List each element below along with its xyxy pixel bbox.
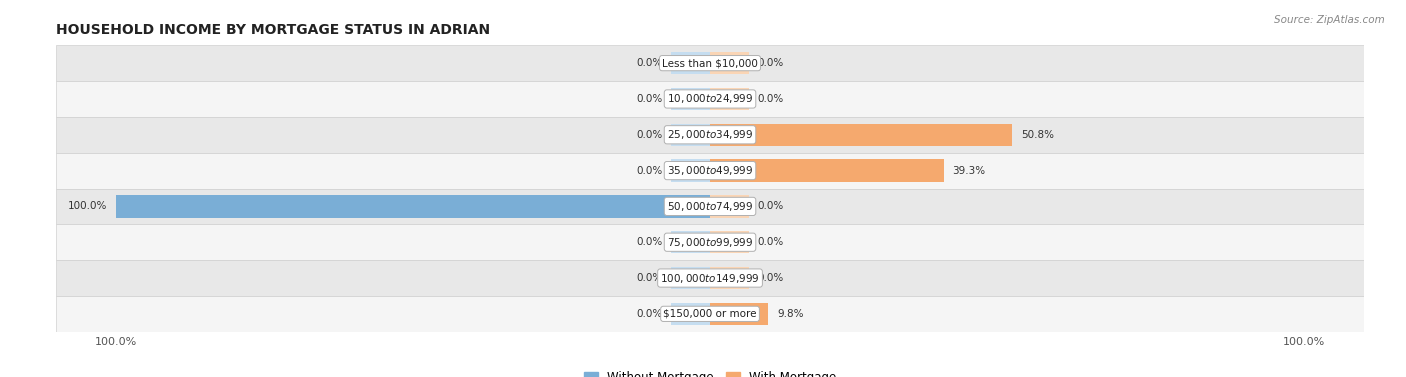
Text: 0.0%: 0.0%: [758, 273, 783, 283]
Text: 0.0%: 0.0%: [637, 130, 662, 140]
Text: Less than $10,000: Less than $10,000: [662, 58, 758, 68]
Bar: [672, 231, 710, 253]
Bar: [672, 124, 710, 146]
Text: $25,000 to $34,999: $25,000 to $34,999: [666, 128, 754, 141]
Bar: [56, 260, 1364, 296]
Text: 0.0%: 0.0%: [758, 237, 783, 247]
Text: 0.0%: 0.0%: [758, 201, 783, 211]
Bar: [672, 159, 710, 182]
Text: 0.0%: 0.0%: [637, 237, 662, 247]
Text: $10,000 to $24,999: $10,000 to $24,999: [666, 92, 754, 106]
Bar: [710, 231, 748, 253]
Bar: [672, 267, 710, 289]
Text: 0.0%: 0.0%: [637, 94, 662, 104]
Text: Source: ZipAtlas.com: Source: ZipAtlas.com: [1274, 15, 1385, 25]
Text: $100,000 to $149,999: $100,000 to $149,999: [661, 271, 759, 285]
Bar: [710, 124, 1012, 146]
Bar: [115, 195, 710, 218]
Bar: [710, 159, 748, 182]
Bar: [56, 224, 1364, 260]
Bar: [710, 88, 748, 110]
Text: $75,000 to $99,999: $75,000 to $99,999: [666, 236, 754, 249]
Bar: [710, 303, 748, 325]
Bar: [672, 88, 710, 110]
Bar: [56, 45, 1364, 81]
Bar: [672, 195, 710, 218]
Text: 50.8%: 50.8%: [1021, 130, 1054, 140]
Text: 0.0%: 0.0%: [758, 94, 783, 104]
Text: 0.0%: 0.0%: [637, 309, 662, 319]
Bar: [56, 153, 1364, 188]
Bar: [56, 188, 1364, 224]
Text: 0.0%: 0.0%: [758, 58, 783, 68]
Bar: [672, 52, 710, 74]
Bar: [710, 159, 943, 182]
Bar: [710, 195, 748, 218]
Bar: [710, 52, 748, 74]
Text: 0.0%: 0.0%: [637, 58, 662, 68]
Bar: [710, 303, 768, 325]
Bar: [56, 296, 1364, 332]
Text: $150,000 or more: $150,000 or more: [664, 309, 756, 319]
Bar: [710, 267, 748, 289]
Text: 0.0%: 0.0%: [637, 273, 662, 283]
Bar: [56, 81, 1364, 117]
Text: 100.0%: 100.0%: [67, 201, 107, 211]
Bar: [710, 124, 748, 146]
Bar: [672, 303, 710, 325]
Text: 9.8%: 9.8%: [778, 309, 804, 319]
Legend: Without Mortgage, With Mortgage: Without Mortgage, With Mortgage: [579, 366, 841, 377]
Text: HOUSEHOLD INCOME BY MORTGAGE STATUS IN ADRIAN: HOUSEHOLD INCOME BY MORTGAGE STATUS IN A…: [56, 23, 491, 37]
Text: 0.0%: 0.0%: [637, 166, 662, 176]
Text: 39.3%: 39.3%: [952, 166, 986, 176]
Text: $50,000 to $74,999: $50,000 to $74,999: [666, 200, 754, 213]
Bar: [56, 117, 1364, 153]
Text: $35,000 to $49,999: $35,000 to $49,999: [666, 164, 754, 177]
